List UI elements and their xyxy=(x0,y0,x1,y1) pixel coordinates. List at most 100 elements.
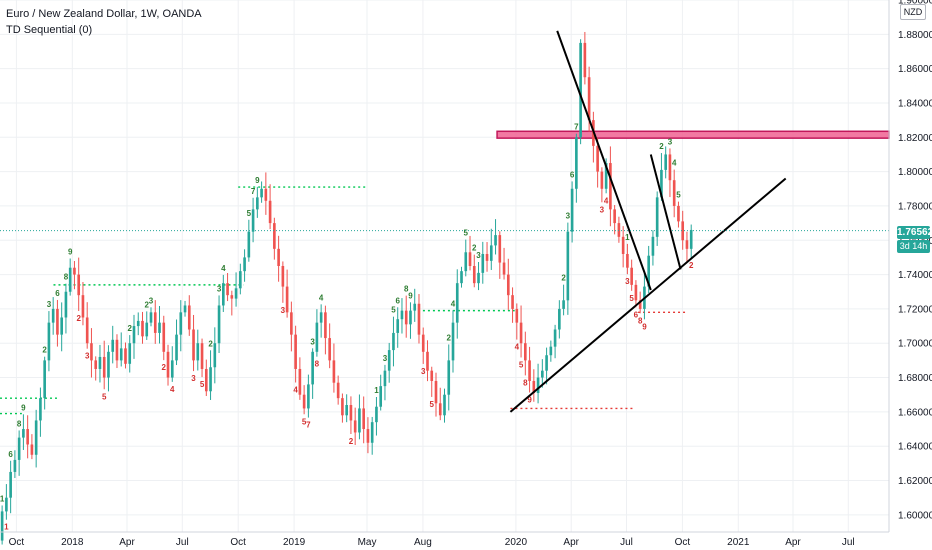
candle-body xyxy=(383,370,387,387)
candle-body xyxy=(183,305,187,313)
candle-body xyxy=(119,348,123,361)
candle-body xyxy=(400,310,404,320)
candle-body xyxy=(366,429,370,443)
candle-body xyxy=(319,312,323,323)
candle-body xyxy=(22,429,25,438)
price-tick-label: 1.82000 xyxy=(898,133,932,144)
support-resistance-levels xyxy=(0,186,688,415)
candle-body xyxy=(179,312,183,335)
candle-body xyxy=(64,291,68,318)
price-axis[interactable]: 1.60000 1.62000 1.64000 1.66000 1.68000 1.700… xyxy=(898,0,932,521)
td-count-up: 1 xyxy=(625,233,630,242)
candle-body xyxy=(311,351,314,385)
candle-body xyxy=(234,288,238,299)
candle-body xyxy=(132,326,136,344)
candle-body xyxy=(460,271,463,284)
candle-body xyxy=(209,367,212,392)
td-count-down: 2 xyxy=(162,363,167,372)
candle-body xyxy=(681,221,685,241)
td-count-up: 9 xyxy=(21,403,26,412)
candle-body xyxy=(336,382,340,399)
candle-body xyxy=(358,408,361,433)
td-count-down: 5 xyxy=(519,360,524,369)
time-tick-label: Oct xyxy=(230,537,246,548)
td-count-down: 5 xyxy=(102,392,107,401)
td-count-down: 7 xyxy=(306,421,311,430)
candle-body xyxy=(26,429,29,445)
candle-body xyxy=(575,137,578,189)
candle-body xyxy=(200,343,204,369)
price-tick-label: 1.90000 xyxy=(898,0,932,7)
candle-body xyxy=(553,329,557,347)
grid-lines xyxy=(0,0,889,532)
candle-body xyxy=(638,300,642,309)
candle-body xyxy=(570,188,574,232)
trendline xyxy=(509,177,787,413)
candle-body xyxy=(60,317,63,335)
candle-body xyxy=(17,437,21,460)
time-axis[interactable]: Oct 2018 Apr Jul Oct 2019 May Aug 2020 Apr Jul Oct 2… xyxy=(9,537,855,548)
candle-body xyxy=(328,338,331,361)
candle-body xyxy=(634,284,638,301)
td-count-up: 6 xyxy=(55,289,60,298)
candle-body xyxy=(170,360,174,378)
candle-body xyxy=(260,188,263,198)
candle-body xyxy=(102,356,106,378)
td-count-up: 3 xyxy=(668,137,673,146)
candle-body xyxy=(90,343,93,361)
candle-body xyxy=(281,266,285,287)
td-count-down: 3 xyxy=(600,205,605,214)
candle-body xyxy=(664,154,668,170)
candle-body xyxy=(528,360,531,381)
candle-body xyxy=(349,405,353,421)
candle-body xyxy=(315,322,319,352)
indicator-title[interactable]: TD Sequential (0) xyxy=(6,24,93,36)
td-count-up: 3 xyxy=(476,251,481,260)
candle-body xyxy=(413,303,417,311)
td-count-up: 6 xyxy=(395,296,400,305)
td-count-down: 3 xyxy=(625,277,630,286)
time-tick-label: 2021 xyxy=(727,537,750,548)
candle-body xyxy=(192,329,195,361)
price-tick-label: 1.64000 xyxy=(898,442,932,453)
trendlines[interactable] xyxy=(509,30,787,413)
candle-body xyxy=(56,308,59,335)
td-count-up: 1 xyxy=(374,386,379,395)
candle-body xyxy=(583,42,587,78)
candle-body xyxy=(73,267,76,275)
candle-body xyxy=(298,368,302,395)
td-count-up: 2 xyxy=(447,333,452,342)
candle-body xyxy=(153,312,157,333)
symbol-title[interactable]: Euro / New Zealand Dollar, 1W, OANDA xyxy=(6,8,202,20)
candle-body xyxy=(226,283,229,296)
candle-body xyxy=(0,511,4,541)
td-count-down: 8 xyxy=(638,316,643,325)
resistance-zone[interactable] xyxy=(496,130,890,139)
trendline xyxy=(649,154,682,270)
candle-body xyxy=(630,267,633,285)
candle-body xyxy=(558,308,561,330)
candle-body xyxy=(387,350,391,371)
currency-badge[interactable]: NZD xyxy=(900,4,926,20)
candle-body xyxy=(162,322,166,352)
candle-body xyxy=(196,343,200,361)
candle-body xyxy=(175,334,178,361)
candle-body xyxy=(341,398,344,416)
candle-body xyxy=(98,356,102,369)
price-tick-label: 1.88000 xyxy=(898,30,932,41)
candlestick-series xyxy=(0,31,693,545)
time-tick-label: Apr xyxy=(119,537,135,548)
td-count-up: 3 xyxy=(383,354,388,363)
td-count-down: 9 xyxy=(527,395,532,404)
price-tick-label: 1.78000 xyxy=(898,201,932,212)
time-tick-label: May xyxy=(358,537,377,548)
time-tick-label: Oct xyxy=(675,537,691,548)
candle-body xyxy=(651,236,655,256)
td-count-down: 4 xyxy=(170,385,175,394)
candle-body xyxy=(268,200,272,224)
candle-body xyxy=(145,322,149,337)
td-count-down: 3 xyxy=(191,374,196,383)
candle-body xyxy=(621,236,625,254)
candle-body xyxy=(294,334,297,369)
